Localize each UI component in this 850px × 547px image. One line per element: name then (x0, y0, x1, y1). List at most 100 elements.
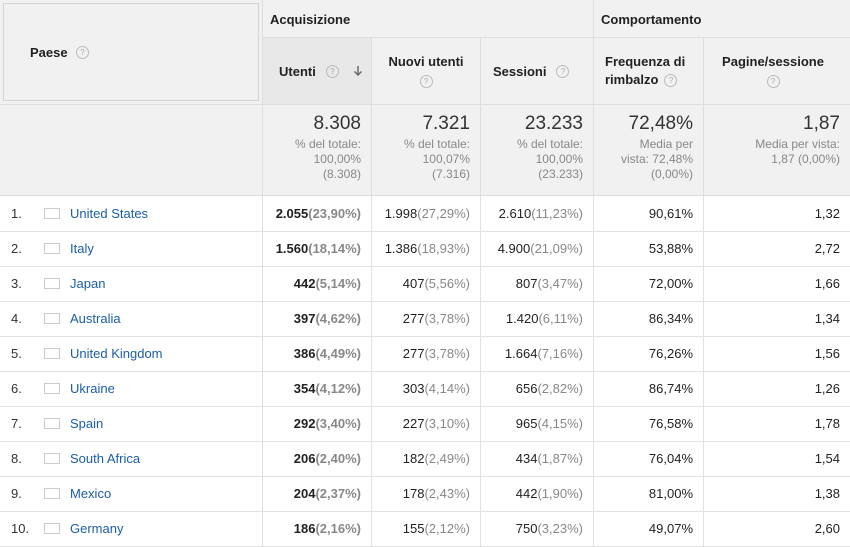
total-nuovi-sub2: 100,07% (422, 152, 470, 166)
sessioni-cell: 2.610(11,23%) (481, 196, 594, 231)
nuovi-pct: (2,12%) (424, 521, 470, 536)
sessioni-cell: 656(2,82%) (481, 371, 594, 406)
total-sessioni: 23.233 % del totale: 100,00% (23.233) (481, 105, 594, 196)
frequenza-cell: 86,34% (594, 301, 704, 336)
sessioni-pct: (1,90%) (537, 486, 583, 501)
frequenza-help-icon[interactable]: ? (664, 74, 678, 88)
country-link[interactable]: Australia (70, 311, 121, 326)
utenti-cell: 386(4,49%) (263, 336, 372, 371)
paese-header[interactable]: Paese ? (0, 0, 263, 105)
nuovi-pct: (27,29%) (417, 206, 470, 221)
country-link[interactable]: United Kingdom (70, 346, 163, 361)
pagine-cell: 1,66 (704, 266, 850, 301)
nuovi-value: 1.998 (384, 206, 418, 221)
sort-arrow-down-icon[interactable] (353, 65, 363, 77)
flag-es-icon (44, 418, 60, 429)
col-sessioni-header[interactable]: Sessioni ? (481, 38, 594, 105)
frequenza-value: 86,34% (648, 311, 693, 326)
total-nuovi-sub1: % del totale: (403, 137, 470, 151)
pagine-value: 1,66 (814, 276, 840, 291)
utenti-value: 386 (293, 346, 316, 361)
country-link[interactable]: United States (70, 206, 149, 221)
frequenza-value: 86,74% (648, 381, 693, 396)
sessioni-value: 4.900 (497, 241, 531, 256)
table-row: 6. Ukraine 354(4,12%) 303(4,14%) 656(2,82%) 8… (0, 371, 850, 407)
nuovi-utenti-help-icon[interactable]: ? (419, 75, 433, 88)
frequenza-cell: 90,61% (594, 196, 704, 231)
col-frequenza-header[interactable]: Frequenza di rimbalzo? (594, 38, 704, 105)
country-link[interactable]: Spain (70, 416, 104, 431)
utenti-pct: (4,62%) (315, 311, 361, 326)
frequenza-value: 76,04% (648, 451, 693, 466)
sessioni-value: 1.664 (504, 346, 538, 361)
pagine-cell: 1,32 (704, 196, 850, 231)
utenti-cell: 354(4,12%) (263, 371, 372, 406)
country-link[interactable]: Ukraine (70, 381, 115, 396)
col-utenti-header[interactable]: Utenti ? (263, 38, 372, 105)
sessioni-value: 750 (515, 521, 538, 536)
pagine-help-icon[interactable]: ? (766, 75, 780, 88)
col-pagine-header[interactable]: Pagine/sessione ? (704, 38, 850, 105)
nuovi-pct: (18,93%) (417, 241, 470, 256)
nuovi-utenti-cell: 155(2,12%) (372, 511, 481, 546)
utenti-help-icon[interactable]: ? (325, 64, 339, 78)
utenti-cell: 1.560(18,14%) (263, 231, 372, 266)
nuovi-pct: (2,43%) (424, 486, 470, 501)
utenti-cell: 2.055(23,90%) (263, 196, 372, 231)
row-rank: 4. (11, 311, 22, 326)
flag-za-icon (44, 453, 60, 464)
total-sessioni-sub2: 100,00% (535, 152, 583, 166)
nuovi-value: 155 (402, 521, 425, 536)
utenti-cell: 206(2,40%) (263, 441, 372, 476)
nuovi-value: 277 (402, 346, 425, 361)
total-utenti-sub2: 100,00% (313, 152, 361, 166)
col-nuovi-utenti-label: Nuovi utenti (388, 54, 464, 69)
nuovi-pct: (3,78%) (424, 311, 470, 326)
nuovi-pct: (2,49%) (424, 451, 470, 466)
pagine-cell: 1,26 (704, 371, 850, 406)
frequenza-cell: 76,04% (594, 441, 704, 476)
frequenza-cell: 86,74% (594, 371, 704, 406)
pagine-value: 1,78 (814, 416, 840, 431)
row-rank: 10. (11, 521, 30, 536)
total-frequenza-value: 72,48% (628, 113, 693, 134)
sessioni-pct: (7,16%) (537, 346, 583, 361)
utenti-pct: (2,40%) (315, 451, 361, 466)
total-utenti-sub3: (8.308) (322, 167, 361, 181)
frequenza-cell: 72,00% (594, 266, 704, 301)
utenti-value: 206 (293, 451, 316, 466)
paese-help-icon[interactable]: ? (76, 46, 89, 59)
totals-label-cell (0, 105, 263, 196)
col-nuovi-utenti-header[interactable]: Nuovi utenti ? (372, 38, 481, 105)
total-pagine-sub1: Media per vista: (755, 137, 840, 151)
country-link[interactable]: Italy (70, 241, 94, 256)
sessioni-help-icon[interactable]: ? (556, 64, 570, 78)
frequenza-cell: 53,88% (594, 231, 704, 266)
col-utenti-label: Utenti (279, 63, 316, 79)
row-rank: 7. (11, 416, 22, 431)
country-link[interactable]: South Africa (70, 451, 141, 466)
country-link[interactable]: Mexico (70, 486, 112, 501)
pagine-cell: 2,60 (704, 511, 850, 546)
country-link[interactable]: Germany (70, 521, 124, 536)
table-row: 1. United States 2.055(23,90%) 1.998(27,29%… (0, 196, 850, 232)
flag-it-icon (44, 243, 60, 254)
sessioni-cell: 1.420(6,11%) (481, 301, 594, 336)
utenti-cell: 397(4,62%) (263, 301, 372, 336)
sessioni-value: 807 (515, 276, 538, 291)
utenti-value: 204 (293, 486, 316, 501)
frequenza-value: 72,00% (648, 276, 693, 291)
utenti-pct: (2,16%) (315, 521, 361, 536)
pagine-cell: 1,38 (704, 476, 850, 511)
country-link[interactable]: Japan (70, 276, 106, 291)
total-sessioni-value: 23.233 (524, 113, 583, 134)
utenti-value: 2.055 (275, 206, 309, 221)
country-cell: 1. United States (0, 196, 263, 231)
sessioni-value: 2.610 (498, 206, 532, 221)
sessioni-cell: 434(1,87%) (481, 441, 594, 476)
utenti-value: 1.560 (275, 241, 309, 256)
total-sessioni-sub3: (23.233) (538, 167, 583, 181)
country-cell: 3. Japan (0, 266, 263, 301)
frequenza-value: 49,07% (648, 521, 693, 536)
flag-au-icon (44, 313, 60, 324)
